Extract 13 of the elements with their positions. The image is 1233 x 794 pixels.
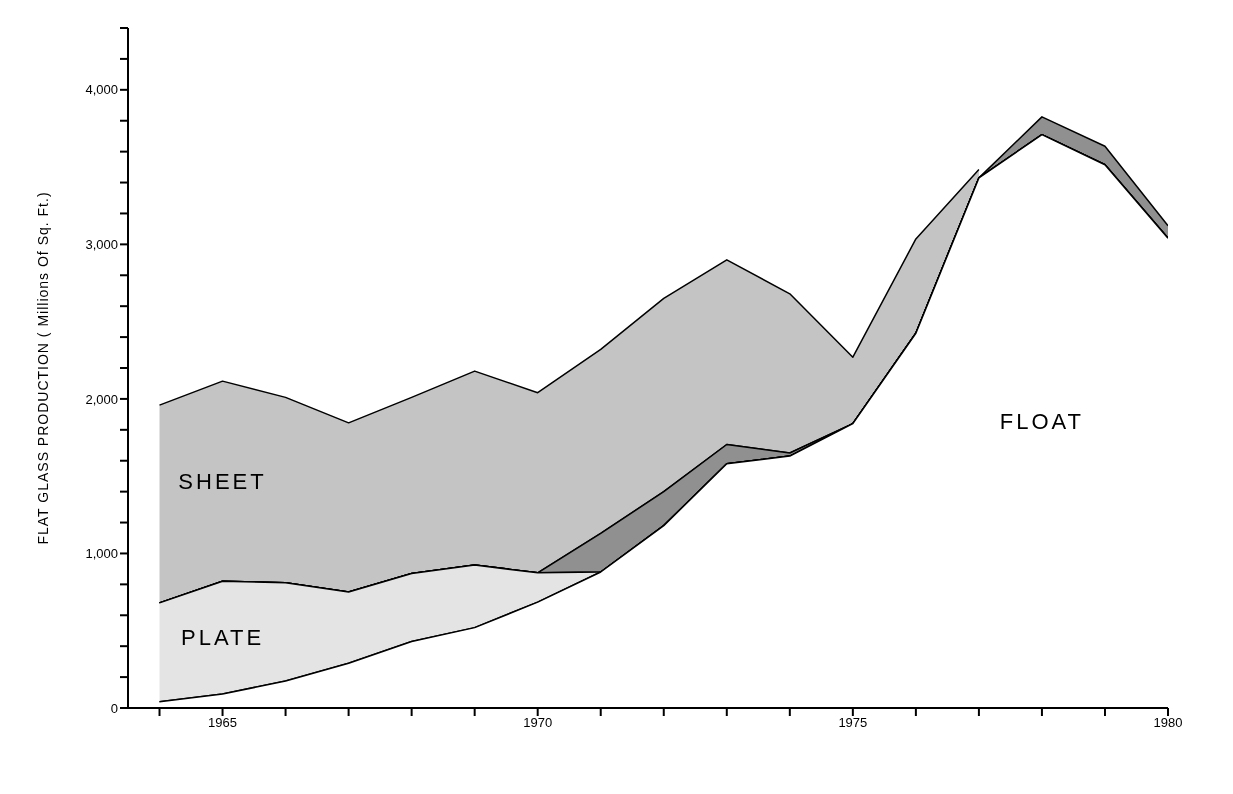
series-label: PLATE bbox=[181, 625, 265, 651]
y-tick-label: 0 bbox=[110, 700, 118, 716]
y-tick-label: 1,000 bbox=[85, 546, 118, 562]
y-tick-label: 3,000 bbox=[85, 236, 118, 252]
y-tick-label: 4,000 bbox=[85, 82, 118, 98]
x-tick-label: 1980 bbox=[1153, 715, 1183, 731]
x-tick-label: 1970 bbox=[523, 715, 553, 731]
x-tick-label: 1975 bbox=[838, 715, 868, 731]
y-tick-label: 2,000 bbox=[85, 391, 118, 407]
x-tick-label: 1965 bbox=[208, 715, 238, 731]
series-label: FLOAT bbox=[999, 409, 1085, 435]
series-label: SHEET bbox=[178, 469, 267, 495]
y-axis-title: FLAT GLASS PRODUCTION ( Millions Of Sq. Ft.) bbox=[34, 191, 51, 545]
